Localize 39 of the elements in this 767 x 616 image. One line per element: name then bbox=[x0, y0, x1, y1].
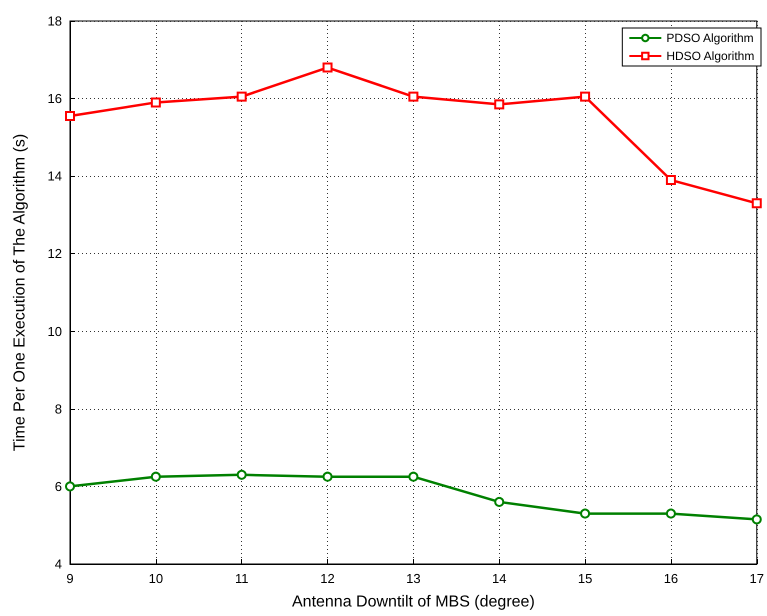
point bbox=[150, 97, 161, 108]
point bbox=[494, 496, 504, 507]
point bbox=[752, 198, 762, 208]
legend-label: HDSO Algorithm bbox=[666, 49, 754, 63]
x-tick-label: 17 bbox=[750, 571, 764, 586]
point bbox=[666, 175, 676, 186]
x-tick-label: 11 bbox=[234, 571, 248, 586]
x-tick-label: 16 bbox=[664, 571, 678, 586]
point bbox=[65, 481, 75, 492]
point bbox=[408, 92, 418, 102]
y-tick-label: 18 bbox=[48, 14, 62, 28]
point bbox=[666, 508, 676, 519]
point bbox=[752, 514, 762, 524]
y-tick-label: 14 bbox=[48, 168, 62, 184]
x-tick-label: 13 bbox=[406, 571, 421, 586]
y-tick-label: 8 bbox=[54, 401, 62, 416]
point bbox=[580, 508, 590, 519]
point bbox=[236, 470, 247, 480]
point bbox=[580, 92, 590, 102]
point bbox=[150, 472, 161, 482]
point bbox=[65, 111, 75, 122]
y-tick-label: 4 bbox=[54, 556, 62, 572]
y-axis-title: Time Per One Execution of The Algorithm (s) bbox=[12, 134, 28, 452]
point bbox=[322, 62, 333, 73]
legend-label: PDSO Algorithm bbox=[666, 31, 754, 45]
x-tick-label: 15 bbox=[578, 571, 592, 586]
y-tick-label: 6 bbox=[54, 478, 62, 494]
y-tick-label: 12 bbox=[48, 246, 62, 262]
point bbox=[494, 99, 504, 110]
y-tick-label: 10 bbox=[48, 324, 62, 339]
y-tick-label: 16 bbox=[48, 91, 62, 106]
point bbox=[408, 472, 418, 482]
point bbox=[236, 92, 247, 102]
point bbox=[322, 472, 333, 482]
x-tick-label: 12 bbox=[320, 571, 335, 586]
x-tick-label: 14 bbox=[492, 571, 506, 586]
x-tick-label: 9 bbox=[66, 571, 74, 586]
x-axis-title: Antenna Downtilt of MBS (degree) bbox=[292, 594, 535, 610]
x-tick-label: 10 bbox=[148, 571, 164, 586]
